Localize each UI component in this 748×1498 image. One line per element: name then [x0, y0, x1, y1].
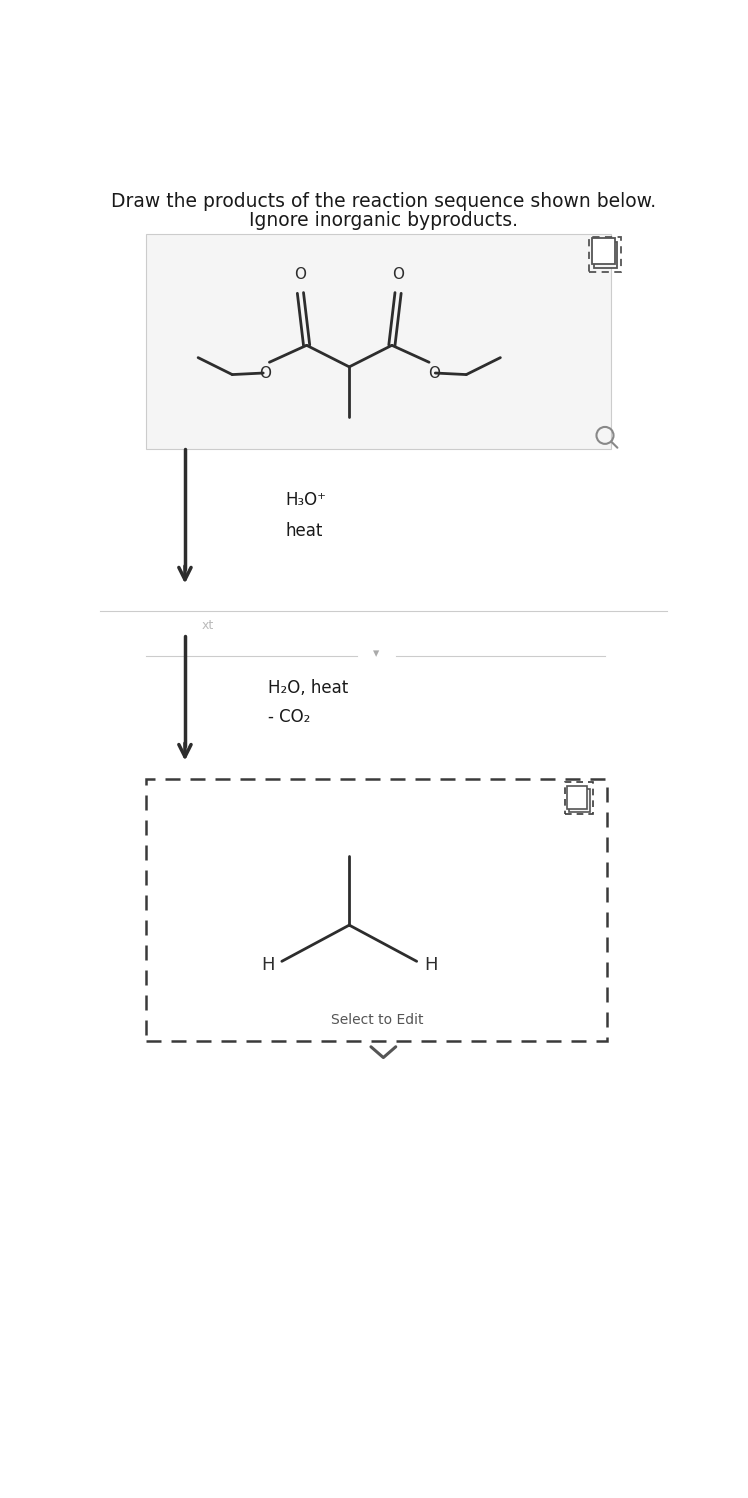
Text: heat: heat — [286, 521, 323, 539]
Bar — [594, 243, 617, 268]
Bar — [567, 786, 587, 809]
Text: O: O — [259, 366, 271, 380]
Bar — [565, 782, 592, 815]
Text: ▾: ▾ — [373, 647, 379, 661]
Text: xt: xt — [202, 619, 215, 632]
Bar — [589, 237, 622, 273]
Text: H: H — [424, 956, 438, 974]
Text: H: H — [261, 956, 275, 974]
Text: Select to Edit: Select to Edit — [331, 1013, 423, 1026]
Bar — [592, 238, 615, 265]
Text: H₃O⁺: H₃O⁺ — [286, 491, 327, 509]
Text: Draw the products of the reaction sequence shown below.: Draw the products of the reaction sequen… — [111, 192, 656, 211]
Text: O: O — [392, 267, 404, 282]
Bar — [146, 234, 611, 449]
Text: H₂O, heat: H₂O, heat — [268, 679, 348, 697]
Text: O: O — [428, 366, 440, 380]
Text: - CO₂: - CO₂ — [268, 709, 310, 727]
Bar — [569, 789, 589, 812]
Bar — [146, 779, 607, 1041]
Text: O: O — [295, 267, 307, 282]
Text: Ignore inorganic byproducts.: Ignore inorganic byproducts. — [249, 211, 518, 229]
